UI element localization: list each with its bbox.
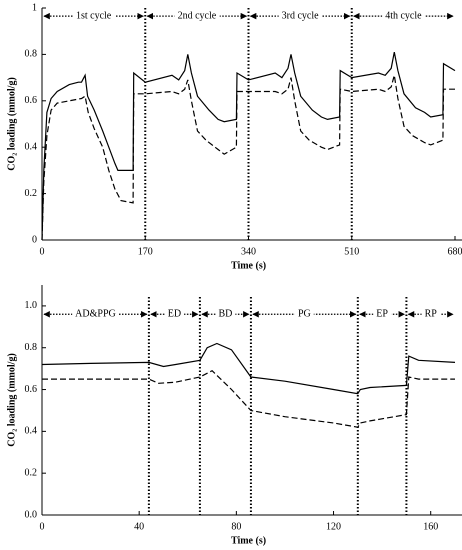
y-tick-label: 0.4 (25, 426, 38, 437)
phase-label: EP (376, 309, 388, 320)
phase-label: BD (218, 309, 232, 320)
y-tick-label: 0.2 (25, 188, 38, 199)
label-bg (72, 10, 115, 22)
phase-label: 3rd cycle (282, 10, 319, 21)
label-bg (72, 308, 119, 320)
phase-label: 4th cycle (385, 10, 422, 21)
phase-label: 2nd cycle (178, 10, 217, 21)
y-tick-label: 0.6 (25, 384, 38, 395)
x-tick-label: 40 (134, 521, 144, 532)
x-axis-title: Time (s) (231, 535, 266, 546)
x-tick-label: 0 (40, 246, 45, 257)
phase-label: PG (298, 309, 311, 320)
data-line (41, 342, 456, 395)
y-axis-title: CO₂ loading (mmol/g) (6, 353, 17, 447)
phase-label: RP (425, 309, 438, 320)
y-tick-label: 0.8 (25, 49, 38, 60)
data-line (42, 369, 455, 428)
y-tick-label: 0 (32, 234, 37, 245)
y-tick-label: 0.4 (25, 141, 38, 152)
x-tick-label: 510 (344, 246, 359, 257)
y-tick-label: 0.8 (25, 342, 38, 353)
data-line (41, 51, 456, 241)
x-tick-label: 120 (326, 521, 341, 532)
phase-label: 1st cycle (76, 10, 112, 21)
label-bg (174, 10, 220, 22)
label-bg (382, 10, 426, 22)
x-tick-label: 170 (138, 246, 153, 257)
label-bg (421, 308, 441, 320)
x-axis-title: Time (s) (231, 260, 266, 271)
label-bg (278, 10, 323, 22)
y-axis-title: CO₂ loading (mmol/g) (6, 77, 17, 171)
x-tick-label: 340 (241, 246, 256, 257)
label-bg (215, 308, 236, 320)
label-bg (373, 308, 392, 320)
x-tick-label: 0 (40, 521, 45, 532)
y-tick-label: 0.0 (25, 509, 38, 520)
phase-label: ED (168, 309, 181, 320)
y-tick-label: 0.6 (25, 95, 38, 106)
phase-label: AD&PPG (75, 309, 116, 320)
x-tick-label: 80 (231, 521, 241, 532)
y-tick-label: 1.0 (25, 300, 38, 311)
y-tick-label: 0.2 (25, 467, 38, 478)
x-tick-label: 160 (423, 521, 438, 532)
y-tick-label: 1 (32, 2, 37, 13)
label-bg (294, 308, 314, 320)
label-bg (164, 308, 185, 320)
x-tick-label: 680 (448, 246, 462, 257)
